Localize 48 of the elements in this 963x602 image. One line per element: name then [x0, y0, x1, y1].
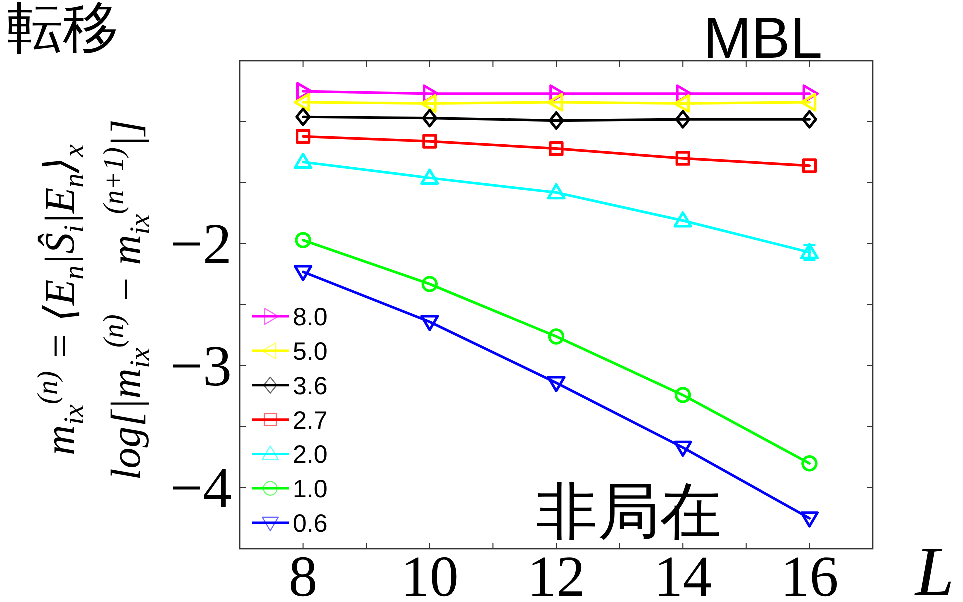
- point: [422, 109, 438, 128]
- point: [676, 151, 690, 166]
- y-tick-label: −3: [170, 334, 232, 399]
- point: [295, 232, 312, 248]
- point: [294, 152, 313, 170]
- point: [547, 93, 564, 112]
- point: [296, 108, 311, 126]
- point: [547, 183, 566, 200]
- x-tick-label: 16: [780, 544, 839, 602]
- point: [802, 158, 817, 174]
- legend-label: 0.6: [293, 510, 328, 538]
- point: [802, 456, 818, 472]
- y-tick-label: −2: [170, 212, 232, 277]
- legend-label: 3.6: [293, 372, 328, 400]
- point: [675, 110, 691, 129]
- x-tick-label: 14: [654, 544, 712, 602]
- point: [420, 315, 440, 332]
- x-axis-title: L: [914, 534, 954, 602]
- point: [800, 93, 817, 112]
- point: [675, 387, 692, 404]
- point: [420, 94, 437, 113]
- point: [294, 93, 310, 112]
- x-tick-label: 10: [400, 544, 459, 602]
- annotation: MBL: [703, 6, 823, 71]
- point: [422, 134, 438, 149]
- x-tick-label: 8: [288, 544, 318, 602]
- y-tick-label: −4: [170, 456, 232, 521]
- point: [548, 328, 565, 345]
- legend-label: 2.7: [293, 406, 328, 435]
- point: [674, 94, 690, 113]
- point: [674, 212, 692, 228]
- legend-label: 1.0: [293, 476, 328, 504]
- legend-label: 2.0: [293, 441, 328, 470]
- point: [674, 440, 692, 458]
- point: [549, 142, 564, 156]
- point: [800, 512, 819, 528]
- annotation: 非局在: [536, 478, 722, 547]
- point: [296, 129, 311, 144]
- point: [420, 168, 440, 186]
- text: 転移: [7, 0, 119, 59]
- point: [422, 276, 438, 292]
- point: [547, 376, 566, 392]
- x-tick-label: 12: [528, 544, 586, 602]
- point: [802, 110, 818, 129]
- point: [548, 111, 564, 130]
- legend-label: 8.0: [293, 304, 328, 332]
- point: [294, 265, 313, 282]
- legend-label: 5.0: [293, 338, 328, 366]
